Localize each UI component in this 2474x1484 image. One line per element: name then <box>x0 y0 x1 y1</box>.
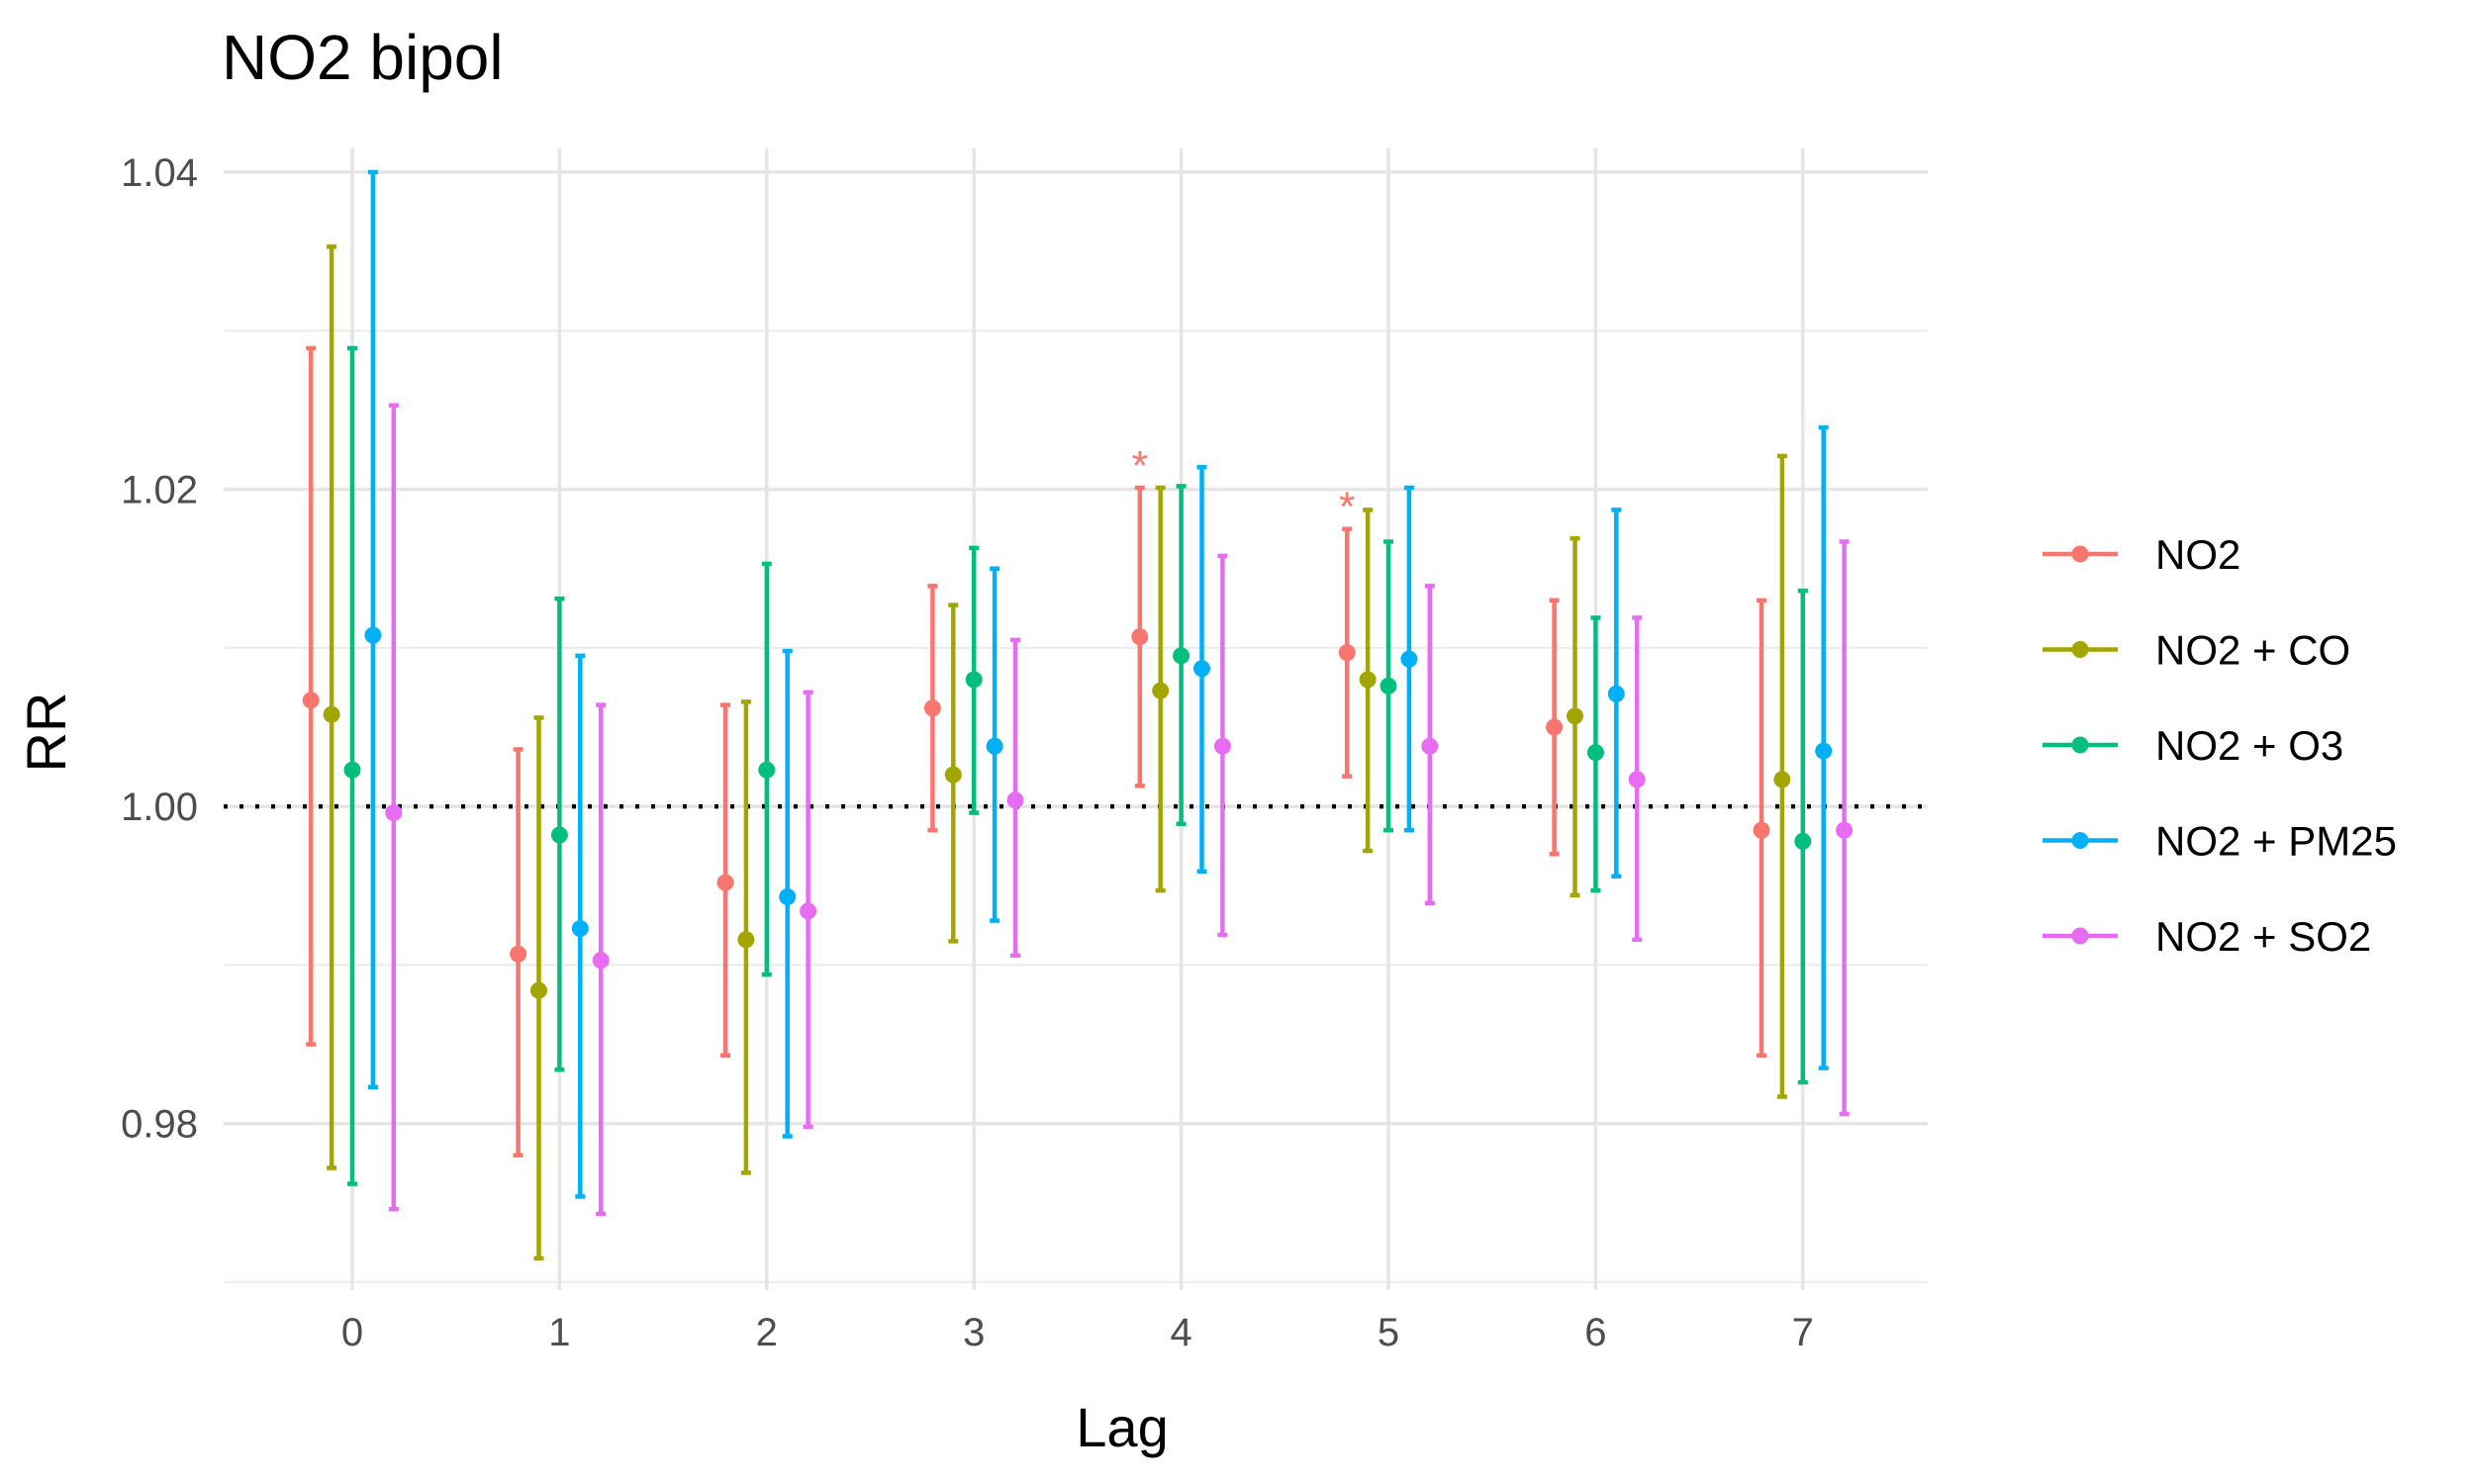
series-no2 <box>302 345 1770 1159</box>
y-axis-ticks: 0.98 1.00 1.02 1.04 <box>121 151 198 1147</box>
legend-key-point <box>2071 641 2089 658</box>
y-tick-label: 1.00 <box>121 786 198 829</box>
legend-label: NO2 + PM25 <box>2155 818 2397 865</box>
series-no2-co <box>323 244 1791 1261</box>
series-no2-pm25 <box>364 169 1833 1199</box>
x-tick-label: 6 <box>1584 1311 1606 1354</box>
legend-key-point <box>2071 545 2089 563</box>
x-tick-label: 1 <box>548 1311 570 1354</box>
x-axis-title: Lag <box>1076 1396 1168 1458</box>
data-point <box>800 902 817 920</box>
y-tick-label: 1.04 <box>121 151 198 195</box>
data-point <box>1213 737 1231 755</box>
data-point <box>737 931 755 949</box>
error-bars <box>302 169 1854 1261</box>
annotations: ** <box>1132 442 1356 530</box>
data-point <box>923 699 941 717</box>
legend-key-point <box>2071 832 2089 849</box>
legend-key-point <box>2071 736 2089 754</box>
data-point <box>1586 744 1604 762</box>
legend-key-point <box>2071 927 2089 945</box>
x-tick-label: 4 <box>1170 1311 1191 1354</box>
legend-item: NO2 + CO <box>2043 627 2350 674</box>
x-tick-label: 7 <box>1792 1311 1814 1354</box>
data-point <box>1836 821 1854 839</box>
data-point <box>758 761 776 779</box>
x-tick-label: 0 <box>341 1311 363 1354</box>
legend: NO2 NO2 + CO NO2 + O3 NO2 + PM25 NO2 + SO2 <box>2043 531 2397 960</box>
minor-grid <box>224 329 1928 1283</box>
y-tick-label: 0.98 <box>121 1103 198 1147</box>
data-point <box>1567 707 1583 725</box>
data-point <box>1131 628 1149 646</box>
legend-label: NO2 <box>2155 531 2240 578</box>
legend-item: NO2 + PM25 <box>2043 818 2397 865</box>
data-point <box>510 945 527 963</box>
significance-marker: * <box>1339 484 1355 530</box>
data-point <box>530 981 547 999</box>
series-no2-so2 <box>385 403 1854 1217</box>
data-point <box>1400 650 1418 668</box>
data-point <box>302 692 320 709</box>
data-point <box>1338 644 1356 662</box>
chart-title: NO2 bipol <box>222 22 504 93</box>
legend-item: NO2 <box>2043 531 2240 578</box>
legend-label: NO2 + O3 <box>2155 722 2343 769</box>
data-point <box>1359 671 1377 689</box>
y-axis-title: RR <box>15 693 77 773</box>
data-point <box>1421 737 1439 755</box>
x-tick-label: 3 <box>963 1311 985 1354</box>
legend-label: NO2 + SO2 <box>2155 913 2371 960</box>
data-point <box>716 874 734 891</box>
data-point <box>1794 832 1812 850</box>
data-point <box>364 626 382 644</box>
data-point <box>1815 742 1833 760</box>
data-point <box>1152 682 1170 699</box>
significance-marker: * <box>1132 442 1148 489</box>
data-point <box>1628 771 1646 788</box>
data-point <box>343 761 361 779</box>
legend-label: NO2 + CO <box>2155 627 2350 674</box>
data-point <box>385 804 403 822</box>
x-tick-label: 2 <box>756 1311 778 1354</box>
data-point <box>944 766 962 784</box>
series-no2-o3 <box>343 345 1812 1186</box>
x-axis-ticks: 0 1 2 3 4 5 6 7 <box>341 1311 1814 1354</box>
data-point <box>550 826 568 844</box>
data-point <box>571 920 589 938</box>
data-point <box>1173 647 1190 665</box>
data-point <box>965 671 983 689</box>
data-point <box>1546 718 1564 736</box>
data-point <box>1753 821 1770 839</box>
y-tick-label: 1.02 <box>121 469 198 512</box>
data-point <box>1006 791 1024 809</box>
data-point <box>779 888 797 906</box>
legend-item: NO2 + O3 <box>2043 722 2343 769</box>
data-point <box>592 952 610 970</box>
data-point <box>1607 685 1625 702</box>
data-point <box>1380 677 1397 695</box>
data-point <box>323 705 340 723</box>
data-point <box>1773 771 1791 788</box>
legend-item: NO2 + SO2 <box>2043 913 2371 960</box>
data-point <box>1193 660 1210 678</box>
data-point <box>986 737 1003 755</box>
x-tick-label: 5 <box>1378 1311 1399 1354</box>
major-grid <box>224 148 1928 1290</box>
